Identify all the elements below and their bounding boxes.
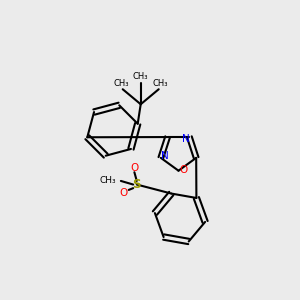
Text: S: S — [133, 178, 141, 191]
Text: O: O — [119, 188, 128, 198]
Text: CH₃: CH₃ — [133, 72, 148, 81]
Text: CH₃: CH₃ — [99, 176, 116, 185]
Text: O: O — [180, 165, 188, 175]
Text: CH₃: CH₃ — [152, 79, 168, 88]
Text: CH₃: CH₃ — [113, 79, 129, 88]
Text: O: O — [130, 163, 139, 173]
Text: N: N — [182, 134, 190, 144]
Text: N: N — [160, 151, 168, 161]
